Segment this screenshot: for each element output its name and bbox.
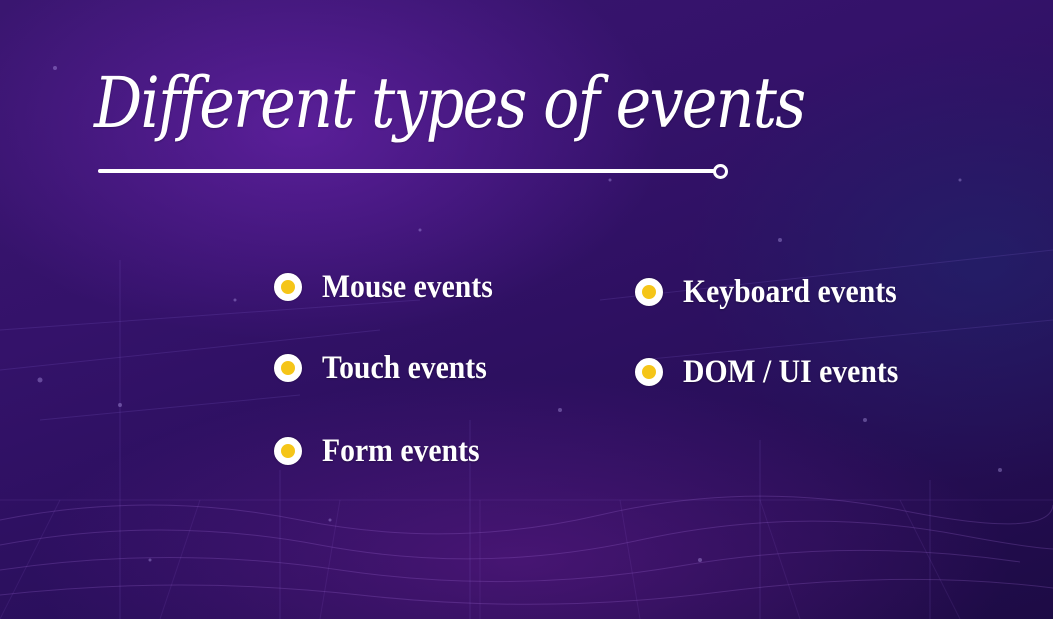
bullet-dot-icon bbox=[274, 437, 302, 465]
list-item-form-events: Form events bbox=[274, 431, 497, 471]
list-item-label: Form events bbox=[322, 432, 480, 469]
bullet-dot-icon bbox=[635, 358, 663, 386]
list-item-label: Touch events bbox=[322, 349, 487, 386]
bullet-dot-icon bbox=[274, 273, 302, 301]
list-item-touch-events: Touch events bbox=[274, 348, 505, 388]
list-item-label: Mouse events bbox=[322, 268, 493, 305]
title-underline bbox=[98, 169, 718, 173]
bullet-dot-icon bbox=[274, 354, 302, 382]
list-item-dom-ui-events: DOM / UI events bbox=[635, 352, 922, 392]
title-underline-end-dot bbox=[713, 164, 728, 179]
list-item-mouse-events: Mouse events bbox=[274, 267, 512, 307]
bullet-dot-icon bbox=[635, 278, 663, 306]
slide-title: Different types of events bbox=[94, 62, 806, 144]
list-item-label: Keyboard events bbox=[683, 273, 897, 310]
list-item-label: DOM / UI events bbox=[683, 353, 899, 390]
list-item-keyboard-events: Keyboard events bbox=[635, 272, 920, 312]
